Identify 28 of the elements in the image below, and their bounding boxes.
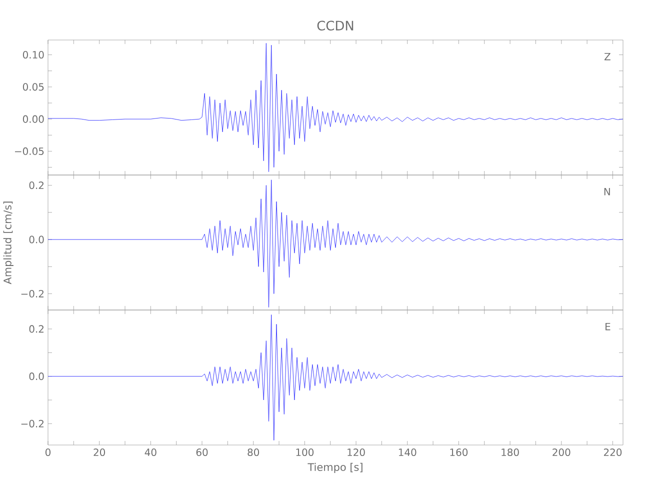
y-tick-label: 0.05: [22, 83, 44, 91]
y-tick-label: −0.2: [21, 290, 44, 298]
y-tick-label: 0.2: [29, 325, 44, 333]
x-tick-label: 80: [248, 448, 260, 456]
x-tick-label: 200: [552, 448, 570, 456]
y-tick-label: −0.2: [21, 420, 44, 428]
y-tick-label: −0.05: [15, 147, 44, 155]
x-tick-label: 60: [196, 448, 208, 456]
x-tick-label: 20: [94, 448, 106, 456]
annotation: E: [606, 322, 610, 330]
annotation: Z: [604, 52, 610, 60]
y-axis-title: Amplitud [cm/s]: [3, 202, 14, 284]
x-tick-label: 220: [604, 448, 622, 456]
x-tick-label: 180: [502, 448, 519, 456]
y-tick-label: 0.0: [29, 236, 44, 244]
annotation: N: [604, 188, 610, 196]
chart-title: CCDN: [317, 20, 354, 31]
x-axis-title: Tiempo [s]: [308, 462, 362, 474]
x-tick-label: 40: [144, 448, 156, 456]
y-tick-label: 0.00: [22, 115, 44, 123]
x-tick-label: 160: [450, 448, 468, 456]
y-tick-label: 0.0: [29, 372, 44, 380]
y-tick-label: 0.10: [22, 51, 44, 59]
x-tick-label: 140: [398, 448, 416, 456]
x-tick-label: 120: [348, 448, 365, 456]
x-tick-label: 100: [296, 448, 314, 456]
y-tick-label: 0.2: [29, 182, 44, 190]
x-tick-label: 0: [45, 448, 51, 456]
